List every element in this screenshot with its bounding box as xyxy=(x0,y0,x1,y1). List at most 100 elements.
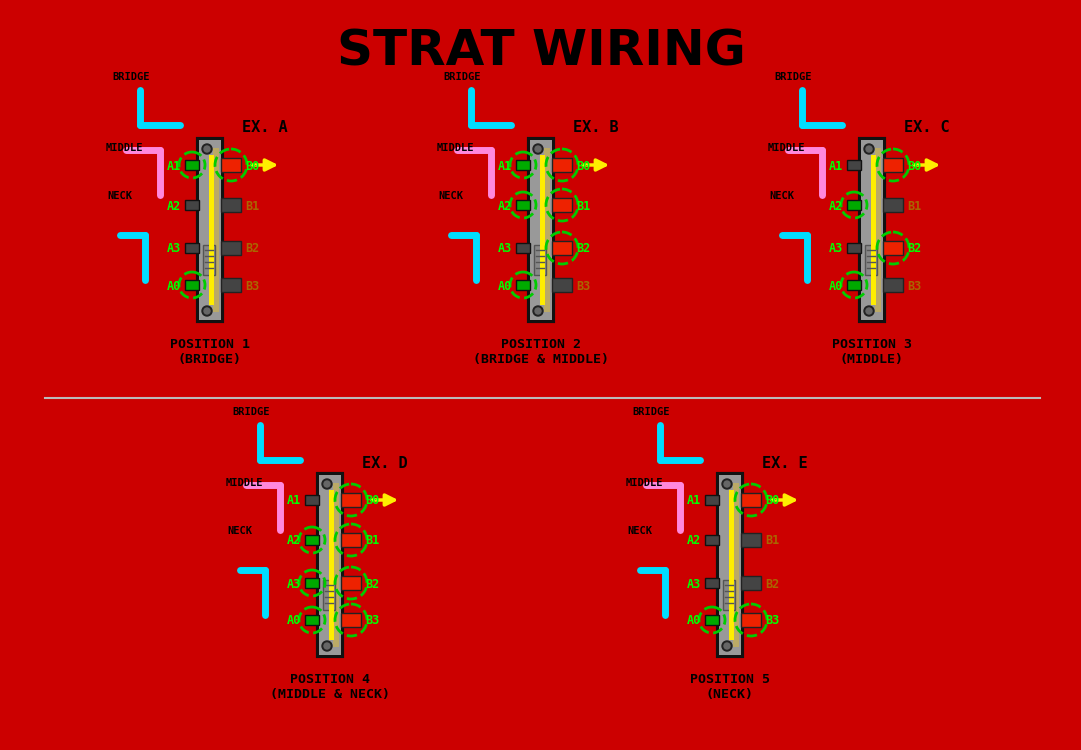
Bar xyxy=(740,493,761,507)
Circle shape xyxy=(533,306,543,316)
Bar xyxy=(530,140,552,320)
Bar xyxy=(719,475,740,655)
Bar xyxy=(333,483,339,647)
Circle shape xyxy=(535,308,540,314)
Text: B0: B0 xyxy=(576,160,590,172)
Text: A2: A2 xyxy=(686,535,700,548)
Circle shape xyxy=(722,479,732,489)
Text: MIDDLE: MIDDLE xyxy=(106,143,144,153)
Text: B1: B1 xyxy=(765,535,779,548)
Text: EX. E: EX. E xyxy=(762,455,808,470)
Circle shape xyxy=(202,144,212,154)
Bar xyxy=(860,139,884,321)
Text: B3: B3 xyxy=(907,280,921,292)
Text: B2: B2 xyxy=(576,242,590,256)
Circle shape xyxy=(533,144,543,154)
Text: A2: A2 xyxy=(166,200,181,212)
Text: MIDDLE: MIDDLE xyxy=(768,143,805,153)
Text: B0: B0 xyxy=(907,160,921,172)
Text: POSITION 4
(MIDDLE & NECK): POSITION 4 (MIDDLE & NECK) xyxy=(270,673,390,701)
Text: A3: A3 xyxy=(497,242,512,256)
Text: POSITION 5
(NECK): POSITION 5 (NECK) xyxy=(690,673,770,701)
Bar xyxy=(865,245,877,275)
Bar xyxy=(221,241,241,255)
Bar xyxy=(221,198,241,212)
Text: B0: B0 xyxy=(365,494,379,508)
Bar xyxy=(848,200,860,210)
Bar xyxy=(723,580,735,610)
Circle shape xyxy=(324,481,330,487)
Circle shape xyxy=(724,643,730,649)
Text: B1: B1 xyxy=(576,200,590,212)
Text: A3: A3 xyxy=(686,578,700,590)
Bar xyxy=(198,139,222,321)
Bar xyxy=(883,198,903,212)
Text: B3: B3 xyxy=(365,614,379,628)
Bar xyxy=(875,148,881,312)
Bar xyxy=(213,148,219,312)
Text: BRIDGE: BRIDGE xyxy=(443,72,480,82)
Text: A2: A2 xyxy=(497,200,512,212)
Bar xyxy=(221,278,241,292)
Text: A1: A1 xyxy=(166,160,181,172)
Text: A0: A0 xyxy=(497,280,512,292)
Text: STRAT WIRING: STRAT WIRING xyxy=(336,28,746,76)
Circle shape xyxy=(724,481,730,487)
Text: B3: B3 xyxy=(765,614,779,628)
Bar xyxy=(740,533,761,547)
Bar xyxy=(729,490,734,640)
Text: NECK: NECK xyxy=(438,191,463,201)
Bar xyxy=(185,160,199,170)
Bar xyxy=(185,200,199,210)
Bar xyxy=(209,155,214,305)
Text: POSITION 1
(BRIDGE): POSITION 1 (BRIDGE) xyxy=(170,338,250,366)
Bar xyxy=(552,158,572,172)
Text: EX. A: EX. A xyxy=(242,121,288,136)
Bar xyxy=(871,155,876,305)
Bar xyxy=(705,578,719,588)
Bar xyxy=(705,495,719,505)
Bar xyxy=(305,535,319,545)
Bar xyxy=(516,243,530,253)
Circle shape xyxy=(202,306,212,316)
Bar xyxy=(341,493,361,507)
Bar xyxy=(203,245,215,275)
Text: B0: B0 xyxy=(765,494,779,508)
Bar xyxy=(740,576,761,590)
Text: A0: A0 xyxy=(829,280,843,292)
Bar xyxy=(185,243,199,253)
Circle shape xyxy=(322,641,332,651)
Text: NECK: NECK xyxy=(769,191,795,201)
Circle shape xyxy=(866,146,872,152)
Bar xyxy=(516,160,530,170)
Bar xyxy=(516,200,530,210)
Bar xyxy=(534,245,546,275)
Text: B1: B1 xyxy=(245,200,259,212)
Text: B1: B1 xyxy=(907,200,921,212)
Bar xyxy=(185,280,199,290)
Text: A1: A1 xyxy=(497,160,512,172)
Text: BRIDGE: BRIDGE xyxy=(112,72,149,82)
Bar xyxy=(323,580,335,610)
Text: A0: A0 xyxy=(686,614,700,628)
Circle shape xyxy=(864,306,875,316)
Text: NECK: NECK xyxy=(107,191,132,201)
Bar xyxy=(733,483,739,647)
Text: BRIDGE: BRIDGE xyxy=(774,72,812,82)
Text: NECK: NECK xyxy=(227,526,252,536)
Bar xyxy=(740,613,761,627)
Bar xyxy=(705,615,719,625)
Circle shape xyxy=(204,308,210,314)
Bar xyxy=(552,278,572,292)
Text: B3: B3 xyxy=(245,280,259,292)
Bar xyxy=(883,241,903,255)
Text: BRIDGE: BRIDGE xyxy=(232,407,269,417)
Text: A1: A1 xyxy=(686,494,700,508)
Circle shape xyxy=(866,308,872,314)
Bar xyxy=(199,140,221,320)
Text: B3: B3 xyxy=(576,280,590,292)
Circle shape xyxy=(204,146,210,152)
Text: B2: B2 xyxy=(765,578,779,590)
Text: A1: A1 xyxy=(286,494,301,508)
Circle shape xyxy=(535,146,540,152)
